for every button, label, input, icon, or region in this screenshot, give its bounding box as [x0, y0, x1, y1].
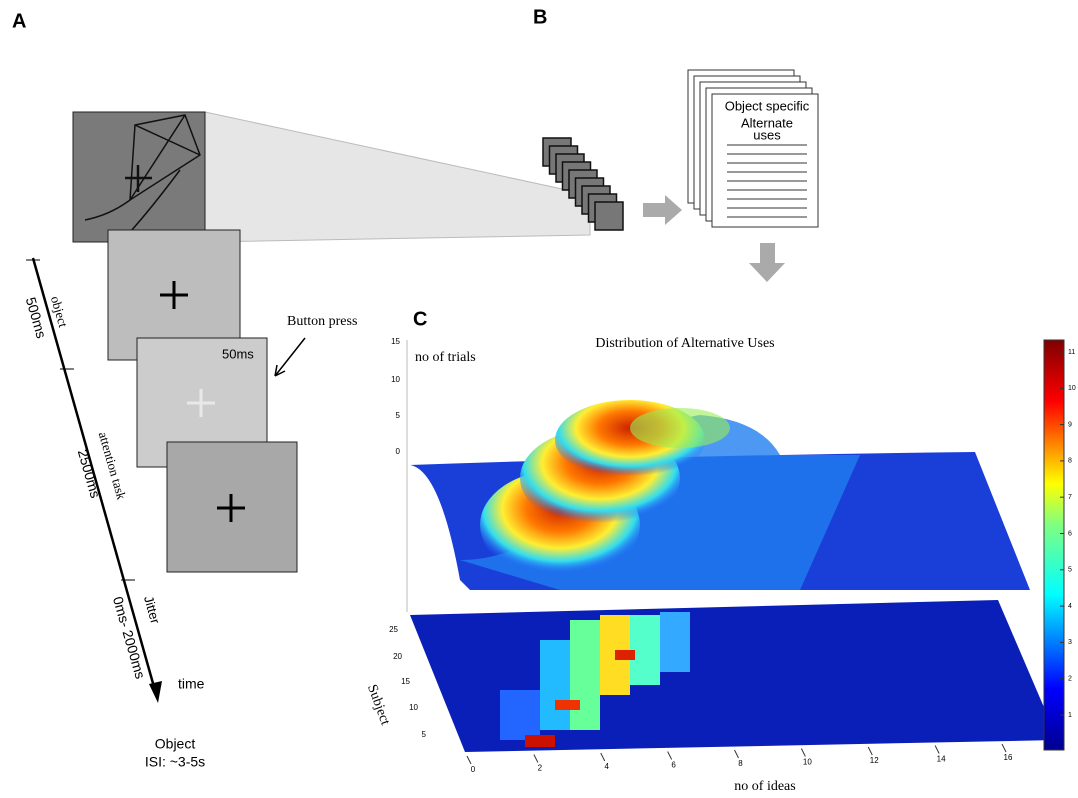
panel-c: Distribution of Alternative Uses no of t…: [364, 336, 1076, 794]
y-tick-label: 20: [393, 652, 402, 661]
cell: [570, 620, 600, 730]
colorbar-label: 7: [1068, 494, 1072, 501]
colorbar-label: 8: [1068, 458, 1072, 465]
object-label: Object: [155, 736, 196, 752]
timeline-label: 2500ms: [75, 447, 104, 499]
x-tick-label: 10: [803, 758, 812, 767]
x-tick-label: 2: [538, 764, 543, 773]
z-tick-label: 0: [396, 447, 401, 456]
cell: [500, 690, 540, 740]
panel-label: A: [12, 10, 26, 32]
colorbar-label: 11: [1068, 349, 1075, 356]
y-label: Subject: [364, 683, 392, 728]
x-tick-label: 6: [671, 761, 676, 770]
x-tick: [668, 752, 672, 760]
z-tick-label: 5: [396, 411, 401, 420]
cell: [555, 700, 580, 710]
arrow: [275, 338, 305, 376]
timeline-label: 0ms- 2000ms: [110, 595, 149, 681]
x-tick-label: 0: [471, 765, 476, 774]
zoom: [205, 112, 590, 242]
x-tick: [735, 750, 739, 758]
doc-text: Object specific: [725, 98, 810, 113]
z-label: no of trials: [415, 350, 476, 365]
cell: [540, 640, 570, 730]
x-tick-label: 12: [870, 756, 879, 765]
cell: [525, 735, 555, 747]
x-label: no of ideas: [734, 779, 795, 794]
timeline-label: Jitter: [141, 594, 163, 626]
button-press: Button press: [287, 314, 357, 329]
colorbar-label: 4: [1068, 603, 1072, 610]
x-tick: [935, 746, 939, 754]
y-tick-label: 5: [422, 730, 427, 739]
x-tick: [467, 756, 471, 764]
panel-label: C: [413, 308, 427, 330]
x-tick: [801, 749, 805, 757]
arrow: [643, 195, 682, 225]
y-tick-label: 15: [401, 677, 410, 686]
isi-label: ISI: ~3-5s: [145, 754, 205, 770]
x-tick-label: 16: [1004, 753, 1013, 762]
colorbar-label: 5: [1068, 567, 1072, 574]
x-tick-label: 8: [738, 759, 743, 768]
colorbar-label: 6: [1068, 530, 1072, 537]
panel-label: B: [533, 6, 547, 28]
cell: [615, 650, 635, 660]
x-tick: [868, 747, 872, 755]
colorbar-label: 1: [1068, 712, 1072, 719]
thumbnail: [595, 202, 623, 230]
x-tick-label: 14: [937, 755, 946, 764]
figure: A B C 50ms Button press object 500ms att…: [0, 0, 1078, 798]
colorbar-label: 10: [1068, 385, 1076, 392]
colorbar-label: 3: [1068, 639, 1072, 646]
colorbar-label: 9: [1068, 421, 1072, 428]
y-tick-label: 25: [389, 625, 398, 634]
x-tick: [1002, 744, 1006, 752]
x-tick: [534, 755, 538, 763]
colorbar: [1044, 340, 1064, 750]
time-label: time: [178, 676, 205, 692]
arrowhead: [149, 681, 162, 703]
z-tick-label: 10: [391, 375, 400, 384]
x-tick: [601, 753, 605, 761]
cell: [660, 612, 690, 672]
panel-b: Object specific Alternate uses: [543, 70, 818, 282]
surface-peak: [630, 408, 730, 448]
z-tick-label: 15: [391, 337, 400, 346]
flash-duration: 50ms: [222, 346, 254, 361]
arrow: [749, 243, 785, 282]
y-tick-label: 10: [409, 703, 418, 712]
doc-text: uses: [753, 127, 781, 142]
colorbar-label: 2: [1068, 676, 1072, 683]
chart-title: Distribution of Alternative Uses: [595, 336, 774, 351]
x-tick-label: 4: [605, 762, 610, 771]
document-stack: [688, 70, 818, 227]
